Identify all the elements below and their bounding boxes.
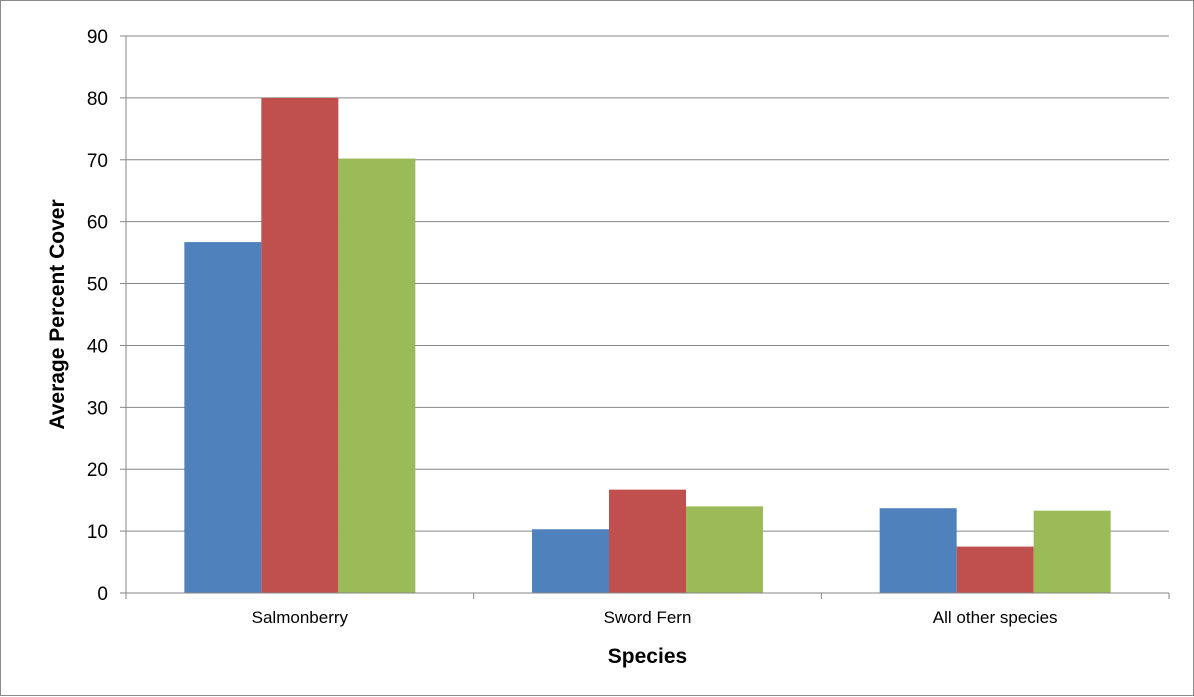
bar-series-2-all-other-species: [956, 546, 1034, 593]
bars: [184, 97, 1111, 594]
x-tick-label: Sword Fern: [604, 608, 692, 627]
x-tick-label: Salmonberry: [252, 608, 349, 627]
bar-series-2-sword-fern: [609, 489, 686, 593]
x-tick-labels: Salmonberry Sword Fern All other species: [125, 593, 1170, 627]
x-tick-label: All other species: [933, 608, 1058, 627]
y-tick-label: 20: [87, 460, 108, 481]
bar-series-3-salmonberry: [338, 158, 416, 594]
y-tick-label: 0: [97, 584, 108, 605]
y-tick-labels: 0 10 20 30 40 50 60 70 80 90: [87, 27, 126, 605]
y-tick-label: 70: [87, 151, 108, 172]
y-tick-label: 50: [87, 275, 108, 296]
y-axis-title: Average Percent Cover: [46, 199, 69, 429]
bar-series-1-sword-fern: [532, 529, 609, 593]
y-tick-label: 10: [87, 522, 108, 543]
y-tick-label: 80: [87, 89, 108, 110]
bar-series-1-all-other-species: [879, 508, 957, 593]
bar-series-3-all-other-species: [1033, 510, 1111, 593]
x-axis-title: Species: [608, 645, 687, 668]
bar-series-1-salmonberry: [184, 242, 262, 593]
y-tick-label: 90: [87, 27, 108, 48]
y-tick-label: 30: [87, 398, 108, 419]
y-tick-label: 40: [87, 336, 108, 357]
bar-series-2-salmonberry: [261, 97, 339, 593]
y-tick-label: 60: [87, 213, 108, 234]
bar-series-3-sword-fern: [686, 506, 763, 593]
